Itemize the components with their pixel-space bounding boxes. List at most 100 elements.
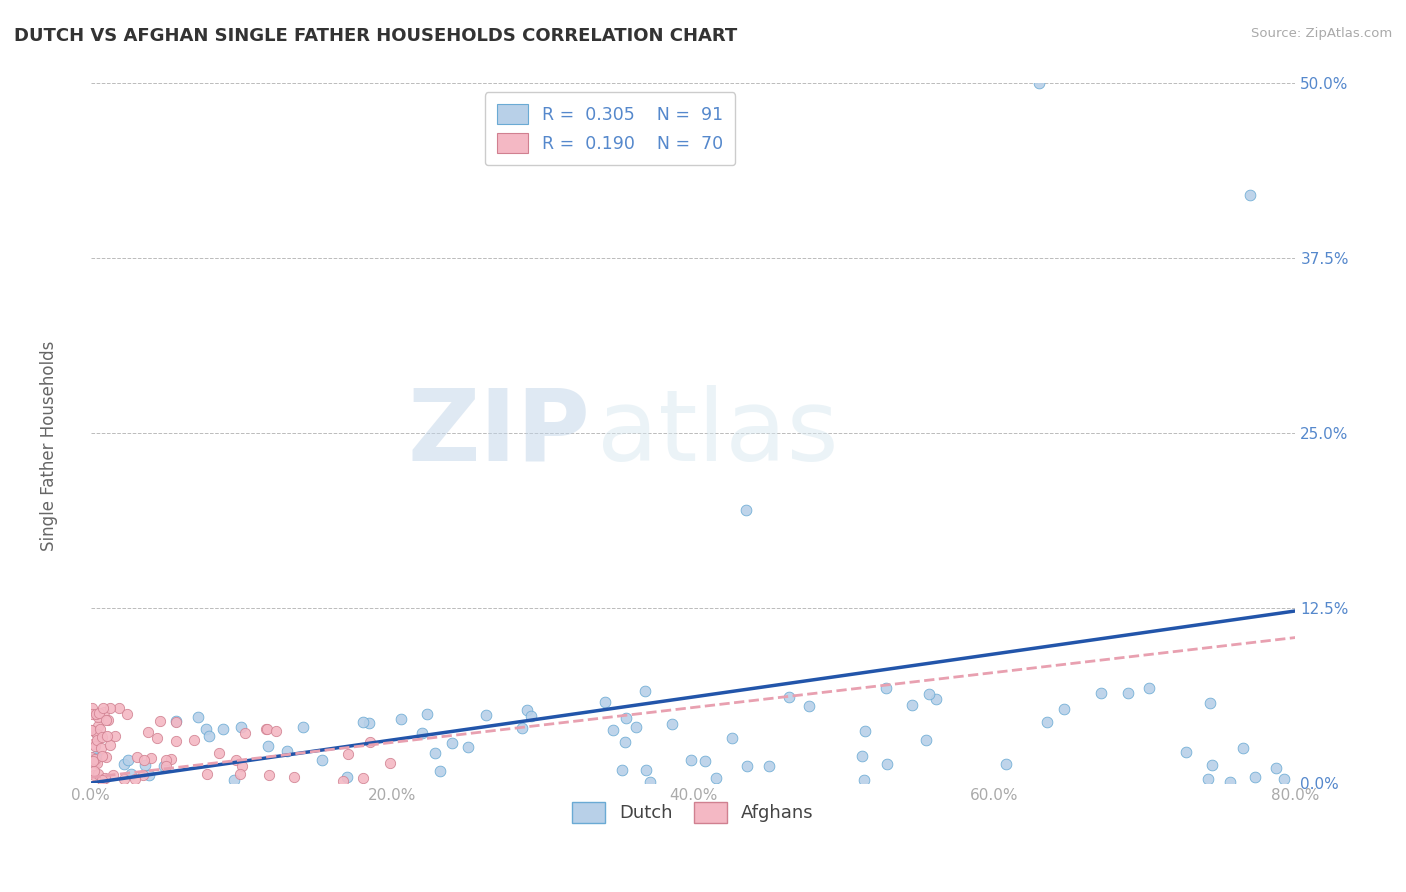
Point — [357, 715, 380, 730]
Point — [1244, 770, 1267, 784]
Point — [602, 723, 624, 737]
Point — [336, 770, 359, 784]
Point — [291, 720, 314, 734]
Point — [875, 681, 897, 695]
Point — [1174, 745, 1197, 759]
Point — [114, 772, 136, 786]
Point — [1116, 685, 1139, 699]
Point — [91, 731, 114, 745]
Point — [1028, 77, 1050, 91]
Point — [359, 735, 381, 749]
Point — [624, 720, 647, 734]
Point — [139, 751, 162, 765]
Point — [852, 772, 875, 787]
Text: ZIP: ZIP — [408, 384, 591, 482]
Point — [183, 732, 205, 747]
Point — [311, 753, 333, 767]
Point — [256, 723, 278, 737]
Point — [90, 748, 112, 763]
Point — [876, 756, 898, 771]
Point — [83, 756, 105, 770]
Point — [86, 748, 108, 763]
Point — [1197, 772, 1219, 786]
Point — [233, 725, 256, 739]
Point — [679, 754, 702, 768]
Point — [917, 687, 939, 701]
Point — [104, 729, 127, 743]
Point — [138, 768, 160, 782]
Point — [925, 692, 948, 706]
Point — [86, 706, 108, 721]
Text: Single Father Households: Single Father Households — [41, 341, 58, 551]
Point — [995, 757, 1018, 772]
Point — [83, 768, 105, 782]
Point — [115, 707, 138, 722]
Point — [82, 737, 104, 751]
Point — [332, 773, 354, 788]
Point — [136, 724, 159, 739]
Point — [380, 756, 402, 770]
Point — [276, 744, 298, 758]
Point — [231, 720, 253, 734]
Point — [758, 759, 780, 773]
Point — [429, 764, 451, 778]
Point — [84, 752, 107, 766]
Point — [1053, 701, 1076, 715]
Point — [231, 759, 253, 773]
Point — [86, 733, 108, 747]
Point — [112, 756, 135, 771]
Point — [797, 699, 820, 714]
Point — [1232, 740, 1254, 755]
Point — [107, 701, 129, 715]
Point — [423, 746, 446, 760]
Point — [720, 731, 742, 745]
Point — [516, 702, 538, 716]
Point — [187, 710, 209, 724]
Point — [441, 736, 464, 750]
Point — [257, 768, 280, 782]
Point — [208, 747, 231, 761]
Point — [612, 764, 634, 778]
Point — [86, 727, 108, 741]
Point — [82, 755, 104, 769]
Point — [510, 721, 533, 735]
Point — [165, 714, 187, 728]
Point — [195, 722, 218, 736]
Point — [264, 723, 287, 738]
Point — [103, 768, 125, 782]
Point — [283, 770, 305, 784]
Point — [83, 764, 105, 778]
Point — [735, 759, 758, 773]
Point — [352, 714, 374, 729]
Point — [124, 772, 146, 787]
Point — [84, 751, 107, 765]
Point — [1201, 757, 1223, 772]
Point — [153, 759, 176, 773]
Point — [145, 731, 167, 745]
Point — [914, 732, 936, 747]
Point — [84, 726, 107, 740]
Point — [229, 767, 252, 781]
Point — [593, 695, 616, 709]
Point — [661, 716, 683, 731]
Point — [614, 711, 637, 725]
Point — [778, 690, 800, 705]
Point — [86, 710, 108, 724]
Point — [132, 753, 155, 767]
Point — [117, 753, 139, 767]
Point — [98, 701, 121, 715]
Point — [1090, 685, 1112, 699]
Point — [165, 734, 187, 748]
Text: Source: ZipAtlas.com: Source: ZipAtlas.com — [1251, 27, 1392, 40]
Point — [257, 739, 280, 754]
Point — [80, 750, 103, 764]
Point — [96, 729, 118, 743]
Text: DUTCH VS AFGHAN SINGLE FATHER HOUSEHOLDS CORRELATION CHART: DUTCH VS AFGHAN SINGLE FATHER HOUSEHOLDS… — [14, 27, 737, 45]
Point — [90, 740, 112, 755]
Point — [337, 747, 360, 761]
Point — [1265, 761, 1288, 775]
Point — [155, 759, 177, 773]
Point — [198, 729, 221, 743]
Point — [89, 722, 111, 736]
Point — [352, 771, 374, 785]
